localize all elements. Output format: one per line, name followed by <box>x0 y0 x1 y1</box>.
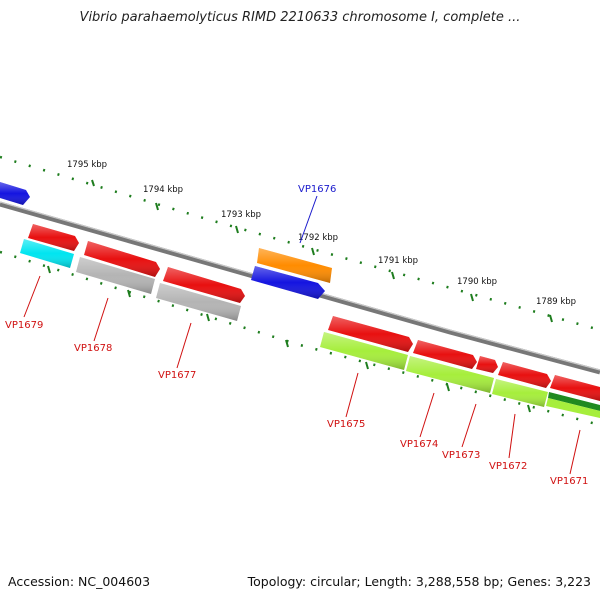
category-bar-cyan <box>20 239 74 268</box>
gene-label-vp1677[interactable]: VP1677 <box>158 370 196 381</box>
gene-label-vp1674[interactable]: VP1674 <box>400 439 438 450</box>
gene-feature-vp1679[interactable] <box>28 224 79 251</box>
category-bar-gray-1 <box>76 257 155 294</box>
category-bar-darkgreen <box>546 392 600 418</box>
leader-line-vp1676 <box>299 195 318 244</box>
gene-feature-vp1677[interactable] <box>163 267 245 303</box>
gene-feature-partial-blue[interactable] <box>0 182 30 205</box>
scale-label-1789: 1789 kbp <box>536 297 576 307</box>
scale-label-1795: 1795 kbp <box>67 160 107 170</box>
scale-ruler-outer <box>0 155 600 332</box>
leader-line-vp1674 <box>419 392 435 438</box>
leader-line-vp1678 <box>93 297 109 342</box>
leader-line-vp1675 <box>345 372 359 418</box>
category-bar-gray-2 <box>156 283 241 321</box>
gene-feature-vp1673[interactable] <box>476 356 498 373</box>
gene-label-vp1671[interactable]: VP1671 <box>550 476 588 487</box>
leader-line-vp1672 <box>508 413 516 459</box>
leader-line-vp1677 <box>176 322 192 369</box>
scale-ruler-inner <box>0 250 600 427</box>
gene-feature-vp1678[interactable] <box>84 241 160 277</box>
gene-feature-vp1676-orange[interactable] <box>257 248 332 283</box>
gene-label-vp1678[interactable]: VP1678 <box>74 343 112 354</box>
category-bar-green-1 <box>320 332 408 370</box>
map-title: Vibrio parahaemolyticus RIMD 2210633 chr… <box>79 10 521 25</box>
genome-backbone <box>0 201 600 375</box>
gene-feature-vp1674[interactable] <box>413 340 477 369</box>
gene-feature-vp1672[interactable] <box>498 362 551 388</box>
scale-label-1791: 1791 kbp <box>378 256 418 266</box>
gene-feature-vp1671[interactable] <box>550 375 600 401</box>
gene-label-vp1679[interactable]: VP1679 <box>5 320 43 331</box>
scale-label-1792: 1792 kbp <box>298 233 338 243</box>
gene-label-vp1676[interactable]: VP1676 <box>298 184 336 195</box>
category-bar-green-2 <box>406 356 494 393</box>
gene-feature-vp1676[interactable] <box>251 266 325 299</box>
scale-label-1794: 1794 kbp <box>143 185 183 195</box>
gene-label-vp1673[interactable]: VP1673 <box>442 450 480 461</box>
scale-label-1790: 1790 kbp <box>457 277 497 287</box>
category-bar-green-3 <box>492 379 548 407</box>
leader-line-vp1673 <box>461 403 477 448</box>
leader-line-vp1679 <box>23 275 41 318</box>
leader-line-vp1671 <box>569 429 581 475</box>
gene-label-vp1672[interactable]: VP1672 <box>489 461 527 472</box>
scale-label-1793: 1793 kbp <box>221 210 261 220</box>
gene-feature-vp1675[interactable] <box>328 316 413 352</box>
accession-text: Accession: NC_004603 <box>8 574 151 589</box>
genome-summary-text: Topology: circular; Length: 3,288,558 bp… <box>247 574 591 589</box>
gene-label-vp1675[interactable]: VP1675 <box>327 419 365 430</box>
